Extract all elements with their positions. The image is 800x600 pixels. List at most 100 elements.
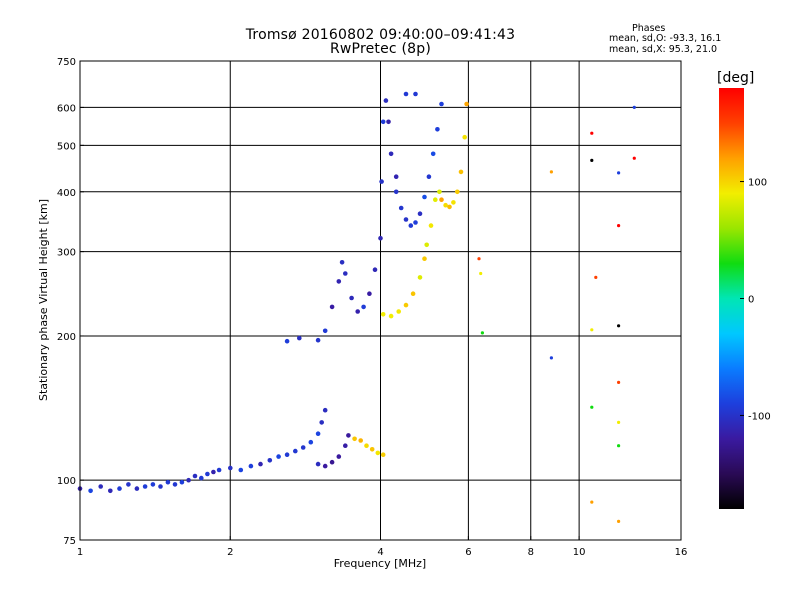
data-point: [126, 482, 131, 487]
data-point: [315, 337, 321, 343]
colorbar-tick-label: -100: [748, 411, 771, 422]
data-point: [336, 279, 342, 284]
data-point: [336, 454, 342, 459]
data-point: [447, 204, 452, 210]
data-point: [393, 189, 399, 195]
data-point: [284, 338, 290, 344]
colorbar-tick-label: 0: [748, 295, 754, 306]
data-point: [428, 223, 434, 228]
data-point: [549, 170, 554, 174]
y-tick-label: 100: [57, 476, 76, 487]
phase-stats-o-mode: mean, sd,O: -93.3, 16.1: [609, 33, 722, 44]
data-point: [380, 452, 386, 458]
data-point: [378, 235, 383, 241]
data-point: [179, 479, 185, 485]
data-point: [458, 169, 464, 175]
data-point: [383, 98, 389, 103]
data-point: [437, 189, 442, 195]
data-point: [393, 174, 399, 179]
data-point: [443, 202, 448, 208]
y-tick-label: 300: [57, 248, 76, 259]
data-point: [315, 431, 321, 437]
data-point: [284, 452, 290, 458]
data-point: [435, 127, 440, 132]
colorbar-tick-label: 100: [748, 178, 767, 189]
data-point: [590, 131, 594, 135]
data-point: [380, 312, 386, 317]
data-point: [632, 156, 636, 160]
data-point: [367, 291, 372, 297]
data-point: [322, 328, 328, 334]
data-point: [403, 302, 409, 308]
chart-subtitle: RwPretec (8p): [329, 41, 431, 57]
data-point: [455, 189, 460, 195]
data-point: [276, 454, 281, 459]
y-tick-label: 750: [57, 57, 76, 68]
data-point: [388, 313, 394, 319]
grid-lines: [80, 61, 681, 540]
data-point: [199, 475, 204, 481]
data-point: [343, 443, 348, 449]
data-point: [617, 420, 621, 424]
data-point: [408, 223, 414, 228]
data-point: [369, 447, 375, 452]
data-point: [422, 194, 427, 200]
data-point: [192, 473, 198, 479]
data-point: [205, 471, 210, 477]
data-point: [355, 309, 361, 314]
data-point: [165, 479, 171, 485]
x-axis-ticks: 1 2 4 6 8 10 16: [77, 536, 688, 558]
data-point: [413, 220, 418, 225]
data-point: [258, 461, 263, 467]
data-point: [300, 445, 306, 450]
data-point: [590, 158, 594, 162]
data-point: [417, 211, 423, 216]
y-tick-label: 75: [63, 536, 76, 547]
y-axis-ticks: 75 100 200 300 400 500 600 750: [57, 57, 84, 547]
x-tick-label: 6: [465, 547, 471, 558]
data-point: [396, 309, 402, 314]
data-point: [186, 477, 191, 483]
data-point: [403, 217, 409, 222]
data-point: [134, 486, 140, 491]
data-point: [439, 197, 444, 202]
data-point: [617, 380, 621, 384]
x-tick-label: 1: [77, 547, 83, 558]
y-tick-label: 600: [57, 103, 76, 114]
data-point: [398, 205, 404, 211]
data-point: [322, 407, 328, 413]
data-point: [349, 295, 354, 301]
data-point: [339, 260, 345, 265]
data-point: [590, 405, 594, 409]
data-point: [462, 134, 468, 140]
data-point: [617, 519, 621, 524]
data-point: [108, 488, 113, 494]
data-point: [343, 271, 348, 276]
data-point: [228, 465, 233, 471]
data-point: [352, 436, 357, 442]
colorbar-ticks: 100 0 -100: [740, 178, 771, 422]
data-point: [590, 500, 594, 504]
x-axis-label: Frequency [MHz]: [334, 557, 426, 570]
data-point: [172, 482, 178, 487]
data-point: [477, 257, 481, 261]
data-point: [386, 119, 391, 125]
data-point: [433, 197, 438, 202]
data-point: [248, 463, 254, 469]
data-point: [617, 224, 621, 228]
data-point: [590, 328, 594, 332]
data-point: [372, 267, 378, 273]
data-point: [117, 486, 122, 491]
data-point: [632, 105, 636, 109]
data-point: [480, 331, 484, 335]
data-point: [549, 356, 554, 360]
chart-title: Tromsø 20160802 09:40:00–09:41:43: [245, 27, 516, 43]
x-tick-label: 16: [675, 547, 688, 558]
data-point: [319, 420, 325, 425]
data-point: [617, 444, 621, 448]
data-point: [211, 469, 216, 475]
data-point: [329, 459, 335, 465]
y-tick-label: 500: [57, 141, 76, 152]
data-point: [158, 484, 163, 489]
data-point: [346, 433, 351, 438]
